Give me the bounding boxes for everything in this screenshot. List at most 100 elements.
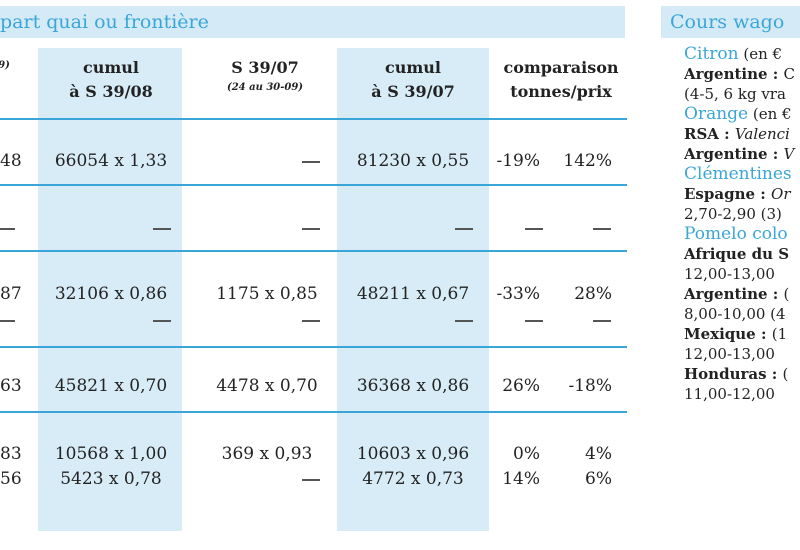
left-section-header: part quai ou frontière — [0, 6, 625, 38]
price-line: Clémentines — [684, 164, 800, 184]
table-cell: -18% — [568, 376, 612, 396]
table-cell: 10568 x 1,00 — [54, 444, 168, 464]
right-section-header: Cours wago — [661, 6, 800, 38]
price-text: ( — [783, 285, 790, 303]
dash-mark — [455, 320, 473, 322]
column-header-2-line2: (24 au 30-09) — [226, 82, 304, 93]
origin-country: Afrique du S — [684, 245, 790, 263]
price-text: C — [783, 65, 796, 83]
column-header-1-line2: à S 39/08 — [69, 82, 153, 101]
price-line: Afrique du S — [684, 244, 800, 264]
table-cell: 48211 x 0,67 — [356, 284, 470, 304]
dash-mark — [302, 320, 320, 322]
price-line: Citron (en € — [684, 44, 800, 64]
table-rule — [0, 184, 627, 186]
price-line: Argentine : C — [684, 64, 800, 84]
price-line: Espagne : Or — [684, 184, 800, 204]
table-cell: 66054 x 1,33 — [54, 151, 168, 171]
wagon-prices-column: Citron (en € Argentine : C (4-5, 6 kg vr… — [684, 44, 800, 404]
price-text: 8,00-10,00 (4 — [684, 305, 786, 323]
dash-mark — [593, 320, 611, 322]
shaded-column-cumul-2007 — [337, 48, 489, 531]
table-cell: 26% — [502, 376, 540, 396]
origin-country: Argentine : — [684, 145, 784, 163]
dash-mark — [153, 320, 171, 322]
table-cell: 63 — [0, 376, 22, 396]
table-cell: 369 x 0,93 — [221, 444, 313, 464]
price-line: (4-5, 6 kg vra — [684, 84, 800, 104]
table-cell: 81230 x 0,55 — [356, 151, 470, 171]
fruit-name: Clémentines — [684, 164, 792, 184]
column-header-3-line1: cumul — [384, 58, 441, 77]
table-cell: 1175 x 0,85 — [216, 284, 318, 304]
origin-country: Argentine : — [684, 65, 784, 83]
table-cell: 56 — [0, 469, 22, 489]
price-text: ( — [782, 365, 789, 383]
origin-country: Argentine : — [684, 285, 784, 303]
table-cell: 4772 x 0,73 — [362, 469, 464, 489]
origin-country: RSA : — [684, 125, 735, 143]
table-cell: 14% — [502, 469, 540, 489]
table-cell: 4478 x 0,70 — [216, 376, 318, 396]
table-cell: 87 — [0, 284, 22, 304]
variety-text: Valenci — [734, 125, 790, 143]
table-cell: 5423 x 0,78 — [60, 469, 162, 489]
dash-mark — [0, 320, 15, 322]
price-line: Argentine : V — [684, 144, 800, 164]
table-cell: 6% — [585, 469, 612, 489]
table-cell: -19% — [496, 151, 540, 171]
dash-mark — [302, 228, 320, 230]
dash-mark — [525, 228, 543, 230]
dash-mark — [455, 228, 473, 230]
price-line: 12,00-13,00 — [684, 264, 800, 284]
fruit-name: Citron — [684, 44, 739, 64]
table-rule — [0, 346, 627, 348]
column-header-0: 9) — [0, 58, 10, 74]
table-rule — [0, 411, 627, 413]
price-line: 11,00-12,00 — [684, 384, 800, 404]
price-text: (4-5, 6 kg vra — [684, 85, 786, 103]
price-line: 8,00-10,00 (4 — [684, 304, 800, 324]
table-cell: 28% — [574, 284, 612, 304]
variety-text: V — [783, 145, 795, 163]
origin-country: Espagne : — [684, 185, 772, 203]
shaded-column-cumul-2008 — [38, 48, 182, 531]
price-text: 11,00-12,00 — [684, 385, 775, 403]
price-line: Mexique : (1 — [684, 324, 800, 344]
column-header-2-line1: S 39/07 — [231, 58, 299, 77]
column-header-3-line2: à S 39/07 — [371, 82, 455, 101]
table-cell: 83 — [0, 444, 22, 464]
dash-mark — [302, 161, 320, 163]
column-header-4-line1: comparaison — [503, 58, 619, 77]
left-header-text: part quai ou frontière — [0, 11, 209, 33]
price-line: Orange (en € — [684, 104, 800, 124]
fruit-name: Pomelo colo — [684, 224, 788, 244]
table-cell: 10603 x 0,96 — [356, 444, 470, 464]
table-cell: 4% — [585, 444, 612, 464]
price-text: (en € — [738, 45, 783, 63]
column-header-cumul-2008: cumul à S 39/08 — [69, 56, 152, 104]
price-line: Honduras : ( — [684, 364, 800, 384]
table-cell: 32106 x 0,86 — [54, 284, 168, 304]
price-line: 2,70-2,90 (3) — [684, 204, 800, 224]
origin-country: Mexique : — [684, 325, 772, 343]
price-text: (en € — [748, 105, 792, 123]
column-header-week-2007: S 39/07 (24 au 30-09) — [227, 56, 303, 96]
table-cell: -33% — [496, 284, 540, 304]
fruit-name: Orange — [684, 104, 749, 124]
table-cell: 36368 x 0,86 — [356, 376, 470, 396]
price-line: 12,00-13,00 — [684, 344, 800, 364]
column-header-comparison: comparaison tonnes/prix — [503, 56, 618, 104]
right-header-text: Cours wago — [670, 11, 785, 33]
dash-mark — [525, 320, 543, 322]
column-header-1-line1: cumul — [82, 58, 139, 77]
dash-mark — [593, 228, 611, 230]
dash-mark — [0, 228, 15, 230]
price-line: RSA : Valenci — [684, 124, 800, 144]
dash-mark — [302, 479, 320, 481]
dash-mark — [153, 228, 171, 230]
variety-text: Or — [771, 185, 791, 203]
price-line: Pomelo colo — [684, 224, 800, 244]
price-line: Argentine : ( — [684, 284, 800, 304]
price-text: 2,70-2,90 (3) — [684, 205, 782, 223]
